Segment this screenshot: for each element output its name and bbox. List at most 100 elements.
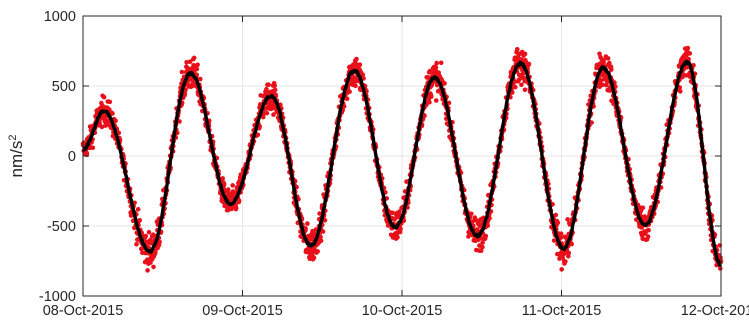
scatter-point: [183, 87, 188, 93]
scatter-point: [446, 100, 452, 106]
smoothed-line-series: [82, 59, 723, 267]
scatter-point: [422, 113, 427, 119]
scatter-point: [718, 266, 723, 271]
scatter-point: [344, 96, 350, 101]
scatter-point: [565, 217, 570, 222]
scatter-point: [236, 198, 242, 203]
scatter-point: [442, 81, 447, 86]
scatter-point: [191, 63, 196, 68]
scatter-point: [271, 112, 276, 117]
scatter-point: [569, 241, 574, 247]
smoothed-line: [82, 59, 723, 267]
scatter-point: [353, 61, 359, 66]
scatter-point: [221, 181, 227, 187]
scatter-point: [137, 218, 142, 223]
scatter-point: [559, 267, 564, 272]
scatter-point: [264, 110, 270, 116]
scatter-point: [478, 248, 484, 253]
scatter-point: [427, 68, 433, 74]
scatter-point: [469, 211, 474, 217]
y-axis-label-unit: nm/s: [7, 141, 26, 178]
scatter-point: [438, 60, 444, 66]
scatter-point: [360, 72, 366, 77]
scatter-point: [429, 94, 434, 99]
scatter-point: [555, 220, 561, 226]
scatter-point: [322, 218, 328, 223]
scatter-point: [113, 118, 118, 123]
scatter-point: [97, 121, 102, 126]
scatter-point: [607, 60, 612, 66]
scatter-point: [143, 233, 149, 239]
scatter-point: [678, 89, 683, 94]
scatter-point: [566, 250, 572, 256]
scatter-point: [563, 235, 569, 241]
scatter-point: [264, 86, 269, 92]
scatter-point: [110, 111, 115, 116]
scatter-point: [691, 63, 696, 68]
scatter-point: [187, 59, 193, 64]
scatter-point: [226, 187, 231, 192]
scatter-point: [480, 240, 485, 245]
scatter-point: [320, 229, 326, 234]
scatter-point: [589, 120, 594, 125]
x-tick-label: 09-Oct-2015: [202, 303, 283, 319]
scatter-point: [318, 234, 323, 240]
scatter-point: [315, 249, 321, 254]
scatter-point: [191, 55, 197, 61]
scatter-point: [311, 255, 317, 260]
scatter-point: [512, 79, 518, 84]
scatter-point: [558, 235, 564, 240]
scatter-point: [347, 89, 352, 94]
y-tick-label: 500: [52, 79, 76, 95]
axis-ticks: 08-Oct-2015 09-Oct-2015 10-Oct-2015 11-Oct-…: [39, 9, 749, 319]
scatter-point: [272, 87, 278, 93]
y-axis-label-exponent: 2: [7, 135, 19, 141]
scatter-point: [198, 76, 203, 82]
scatter-point: [515, 47, 520, 52]
scatter-point: [230, 183, 235, 188]
scatter-point: [558, 231, 564, 236]
scatter-point: [220, 176, 225, 181]
scatter-point: [194, 66, 200, 72]
scatter-point: [303, 226, 308, 231]
scatter-point: [145, 268, 150, 273]
scatter-point: [357, 62, 363, 67]
scatter-point: [480, 244, 485, 250]
scatter-point: [563, 259, 568, 264]
scatter-point: [609, 67, 614, 72]
scatter-point: [195, 62, 200, 68]
scatter-point: [318, 238, 324, 244]
scatter-point: [526, 61, 532, 67]
scatter-point: [434, 60, 440, 66]
scatter-point: [513, 84, 518, 90]
scatter-point: [305, 221, 310, 226]
scatter-point: [433, 98, 439, 103]
scatter-point: [134, 242, 139, 247]
scatter-point: [354, 56, 359, 62]
scatter-point: [398, 226, 403, 232]
scatter-point: [483, 233, 489, 239]
scatter-point: [266, 82, 271, 87]
scatter-point: [485, 223, 491, 228]
scatter-point: [646, 227, 651, 233]
x-tick-label: 11-Oct-2015: [522, 303, 602, 319]
scatter-point: [395, 235, 400, 240]
scatter-point: [522, 51, 528, 57]
scatter-point: [177, 119, 182, 124]
y-tick-label: 0: [68, 149, 76, 165]
scatter-point: [687, 51, 693, 56]
scatter-point: [317, 211, 322, 216]
scatter-point: [182, 91, 188, 96]
y-tick-label: -500: [47, 219, 76, 235]
scatter-point: [397, 209, 402, 214]
scatter-point: [677, 85, 683, 90]
scatter-point: [107, 99, 113, 105]
scatter-point: [272, 83, 278, 89]
scatter-point: [685, 45, 691, 51]
scatter-point: [390, 210, 395, 216]
scatter-point: [101, 94, 107, 100]
scatter-point: [601, 60, 606, 65]
x-tick-label: 10-Oct-2015: [362, 303, 443, 319]
scatter-point: [179, 69, 185, 75]
y-axis-label: nm/s2: [7, 135, 26, 178]
